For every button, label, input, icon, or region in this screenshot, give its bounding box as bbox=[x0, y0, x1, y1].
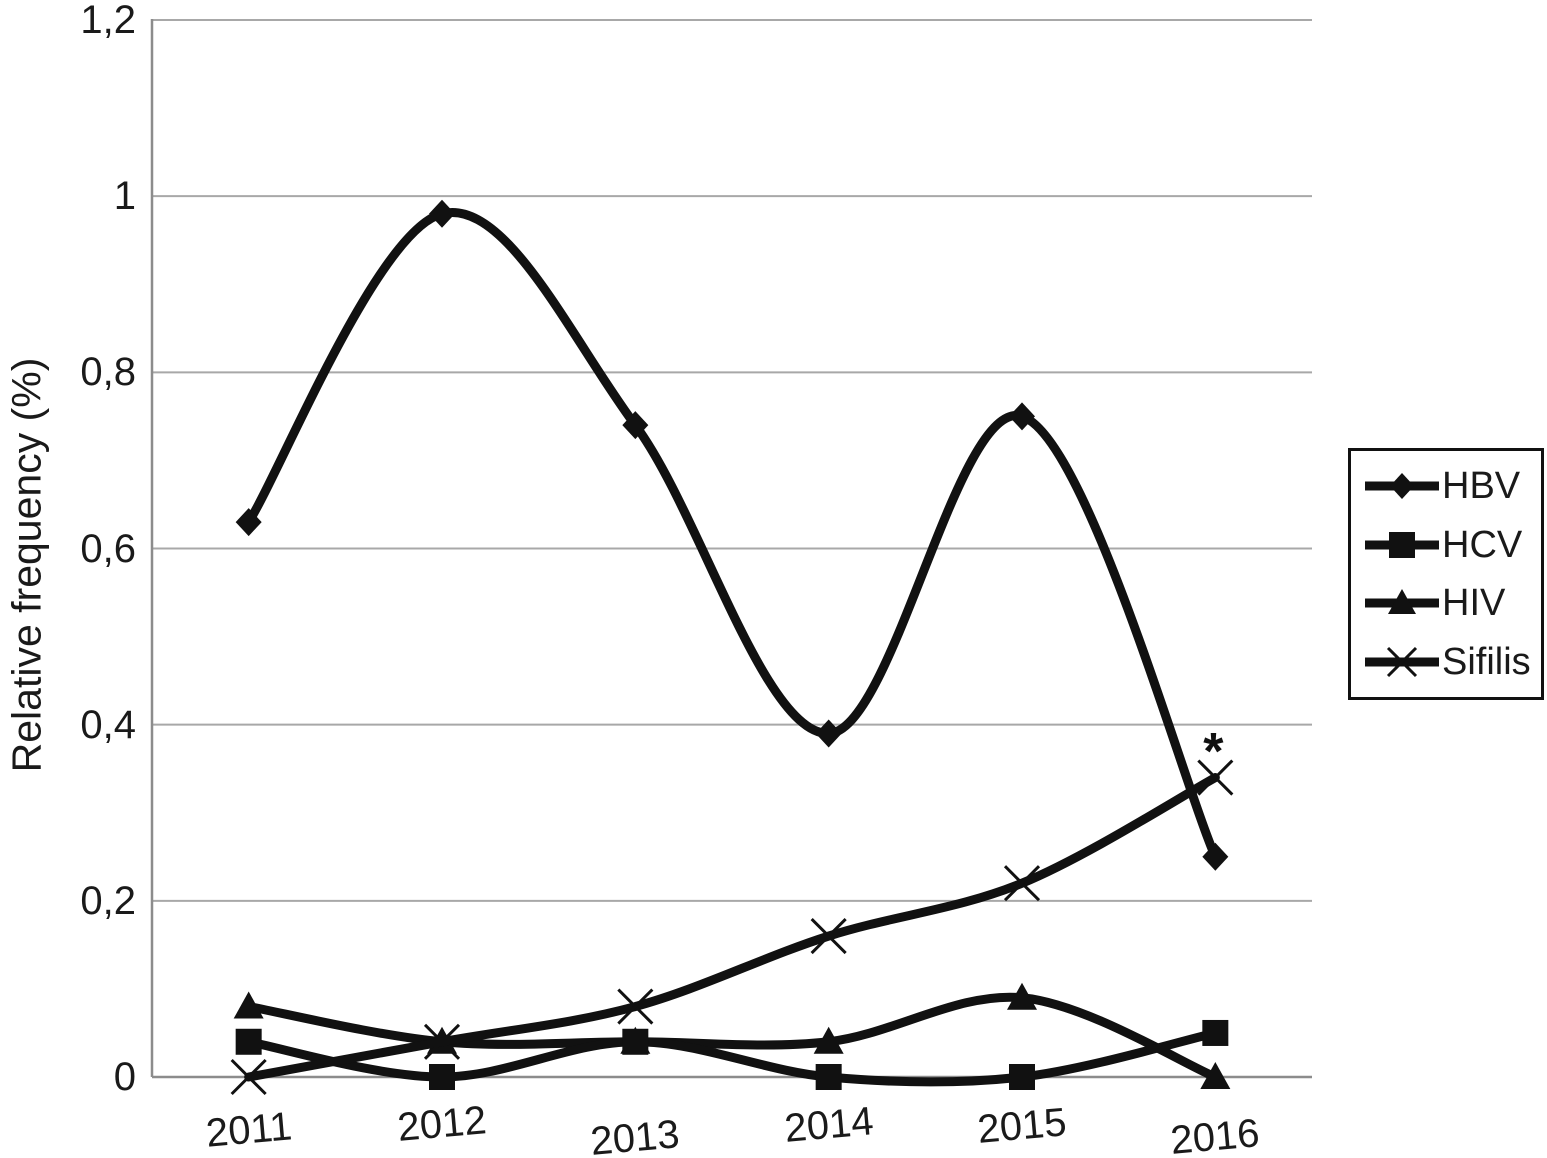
series-marker-sifilis-2014 bbox=[810, 918, 847, 955]
series-marker-hbv-2016 bbox=[1202, 842, 1229, 871]
series-line-sifilis bbox=[244, 773, 1220, 1082]
legend-label-hcv: HCV bbox=[1442, 523, 1523, 566]
legend-marker-triangle bbox=[1388, 589, 1416, 615]
y-tick-label: 0,8 bbox=[80, 350, 136, 395]
hiv-triangle-marker-icon bbox=[1365, 589, 1439, 615]
y-tick-label: 0,4 bbox=[80, 702, 136, 747]
legend-label-sifilis: Sifilis bbox=[1442, 640, 1531, 683]
series-line-hbv bbox=[244, 208, 1220, 862]
series-marker-sifilis-2015 bbox=[1003, 865, 1041, 902]
y-tick-label: 0,2 bbox=[80, 878, 136, 923]
legend-marker-square bbox=[1389, 531, 1415, 558]
series-marker-sifilis-2016 bbox=[1197, 759, 1234, 796]
hbv-diamond-marker-icon bbox=[1365, 473, 1439, 500]
series-line-hcv bbox=[244, 1028, 1220, 1087]
series-marker-sifilis-2011 bbox=[230, 1058, 267, 1096]
series-line-hiv bbox=[244, 992, 1220, 1082]
y-tick-label: 0 bbox=[113, 1055, 136, 1099]
series-marker-hbv-2015 bbox=[1009, 402, 1035, 431]
legend-marker-x bbox=[1386, 646, 1418, 677]
series-marker-hcv-2016 bbox=[1202, 1019, 1229, 1046]
series-marker-hcv-2013 bbox=[622, 1028, 649, 1055]
y-tick-label: 0,6 bbox=[80, 526, 136, 571]
legend-item-hcv: HCV bbox=[1363, 525, 1541, 565]
legend-item-sifilis: Sifilis bbox=[1363, 642, 1541, 682]
series-marker-hcv-2015 bbox=[1009, 1064, 1035, 1090]
legend-label-hiv: HIV bbox=[1442, 582, 1506, 625]
series-marker-hiv-2011 bbox=[233, 991, 264, 1019]
legend-item-hbv: HBV bbox=[1363, 466, 1541, 506]
series-marker-hcv-2014 bbox=[815, 1064, 842, 1090]
series-marker-sifilis-2013 bbox=[617, 988, 654, 1025]
series-marker-hbv-2014 bbox=[815, 719, 842, 748]
sifilis-x-marker-icon bbox=[1365, 646, 1439, 677]
series-marker-hcv-2012 bbox=[429, 1064, 455, 1090]
series-marker-hiv-2016 bbox=[1200, 1062, 1231, 1089]
legend-label-hbv: HBV bbox=[1442, 465, 1521, 508]
legend-box: HBV HCV HIV Sifilis bbox=[1348, 448, 1544, 700]
series-marker-hbv-2011 bbox=[235, 508, 262, 537]
legend-marker-diamond bbox=[1390, 473, 1414, 500]
series-marker-hbv-2012 bbox=[429, 199, 455, 228]
series-marker-sifilis-2012 bbox=[423, 1023, 461, 1060]
series-marker-hbv-2013 bbox=[622, 411, 649, 440]
hcv-square-marker-icon bbox=[1365, 531, 1439, 558]
y-tick-label: 1,2 bbox=[80, 0, 136, 42]
significance-asterisk: * bbox=[1203, 722, 1224, 781]
legend-item-hiv: HIV bbox=[1363, 583, 1541, 623]
series-marker-hiv-2015 bbox=[1007, 982, 1037, 1010]
series-marker-hiv-2014 bbox=[813, 1026, 844, 1054]
y-tick-label: 1 bbox=[113, 174, 136, 219]
series-marker-hcv-2011 bbox=[235, 1028, 262, 1055]
